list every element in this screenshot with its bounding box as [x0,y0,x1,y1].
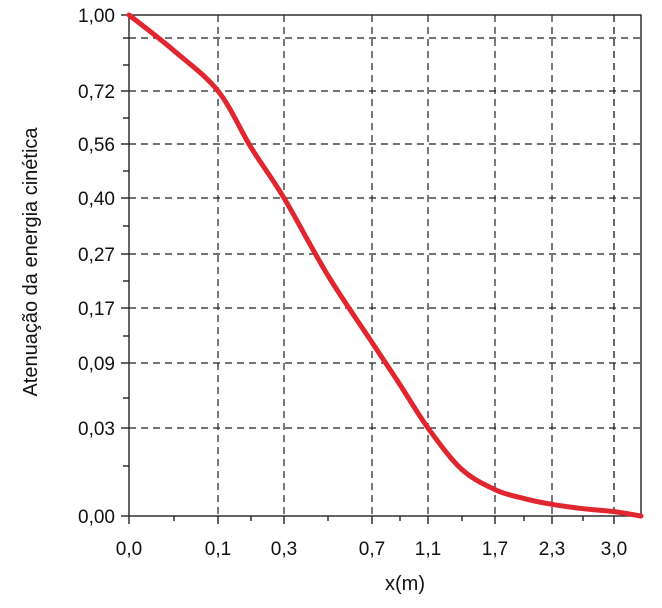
y-tick-label: 0,03 [78,419,115,440]
y-axis-title: Atenuação da energia cinética [20,127,42,397]
minor-ticks [123,37,584,521]
x-axis-title: x(m) [385,573,425,595]
x-tick-labels: 0,0 0,1 0,3 0,7 1,1 1,7 2,3 3,0 [116,539,627,560]
x-tick-label: 0,7 [359,539,385,560]
x-tick-label: 1,7 [482,539,508,560]
y-tick-label: 0,56 [78,135,115,156]
series-line-attenuation [126,12,644,519]
axis-ticks [121,14,615,524]
x-tick-label: 0,3 [271,539,297,560]
plot-frame [128,14,642,517]
y-tick-label: 1,00 [78,6,115,27]
x-tick-label: 3,0 [601,539,627,560]
y-tick-label: 0,40 [78,189,115,210]
x-tick-label: 1,1 [415,539,441,560]
y-tick-labels: 1,00 0,72 0,56 0,40 0,27 0,17 0,09 0,03 0,00 [78,6,115,528]
y-tick-label: 0,72 [78,82,115,103]
x-tick-label: 2,3 [539,539,565,560]
x-tick-label: 0,0 [116,539,142,560]
y-tick-label: 0,17 [78,299,115,320]
y-tick-label: 0,09 [78,354,115,375]
grid-lines [129,15,641,516]
x-tick-label: 0,1 [205,539,231,560]
y-tick-label: 0,27 [78,245,115,266]
y-tick-label: 0,00 [78,507,115,528]
